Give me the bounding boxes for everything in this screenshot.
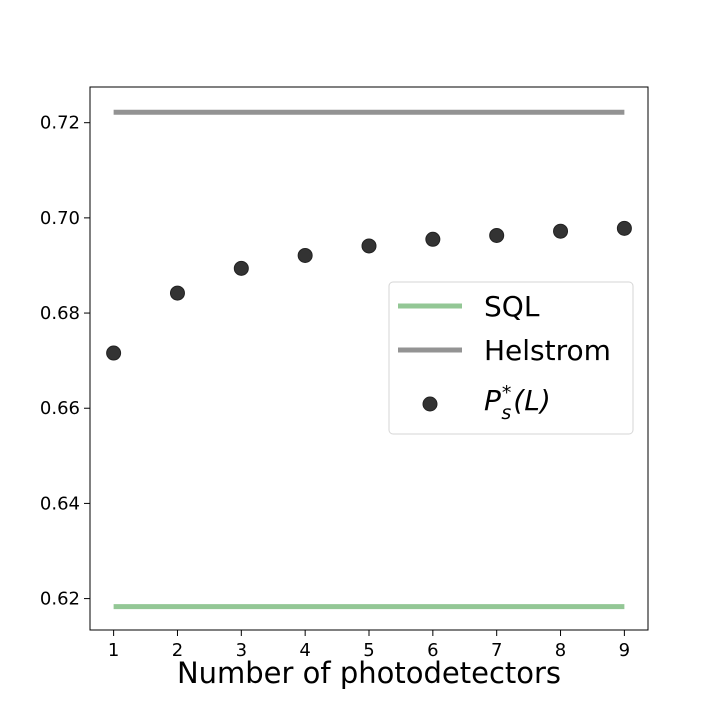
legend-label-helstrom: Helstrom bbox=[484, 334, 611, 367]
y-tick-label: 0.62 bbox=[40, 589, 80, 610]
legend-frame bbox=[388, 281, 634, 435]
data-point-8 bbox=[553, 223, 569, 239]
legend-label-ps: P* s(L) bbox=[484, 382, 551, 424]
data-point-6 bbox=[425, 231, 441, 247]
axis-ticks: 1 2 3 4 5 6 7 8 9 0.62 0.64 0.66 0.68 0.70 0.72 bbox=[40, 113, 630, 661]
legend-label-sql: SQL bbox=[484, 290, 540, 323]
x-tick-label: 4 bbox=[299, 640, 310, 661]
plot-area bbox=[106, 109, 632, 610]
data-point-1 bbox=[106, 345, 122, 361]
data-point-7 bbox=[489, 227, 505, 243]
x-tick-label: 9 bbox=[619, 640, 630, 661]
x-tick-label: 7 bbox=[491, 640, 502, 661]
x-axis-title: Number of photodetectors bbox=[177, 656, 561, 690]
y-tick-label: 0.72 bbox=[40, 113, 80, 134]
x-tick-label: 8 bbox=[555, 640, 566, 661]
y-tick-label: 0.64 bbox=[40, 493, 80, 514]
data-point-5 bbox=[361, 238, 377, 254]
x-tick-label: 3 bbox=[236, 640, 247, 661]
y-tick-label: 0.68 bbox=[40, 303, 80, 324]
data-point-9 bbox=[616, 220, 632, 236]
x-tick-label: 2 bbox=[172, 640, 183, 661]
y-tick-label: 0.70 bbox=[40, 208, 80, 229]
legend-swatch-ps bbox=[422, 396, 438, 412]
y-tick-label: 0.66 bbox=[40, 398, 80, 419]
x-tick-label: 1 bbox=[108, 640, 119, 661]
x-tick-label: 5 bbox=[363, 640, 374, 661]
data-point-4 bbox=[297, 247, 313, 263]
x-tick-label: 6 bbox=[427, 640, 438, 661]
legend: SQL Helstrom P* s(L) bbox=[388, 281, 634, 435]
data-point-3 bbox=[233, 260, 249, 276]
data-point-2 bbox=[169, 285, 185, 301]
